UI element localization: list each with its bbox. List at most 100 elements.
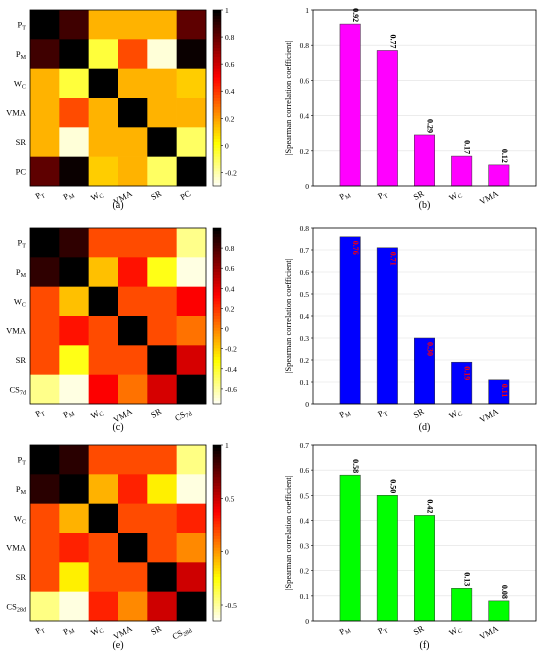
heatmap-cell — [88, 533, 119, 563]
heatmap-cell — [176, 316, 207, 346]
colorbar-tick-label: 1 — [225, 6, 229, 15]
panel-label: (c) — [112, 422, 123, 433]
colorbar-segment — [213, 386, 221, 390]
colorbar-segment — [213, 597, 221, 601]
colorbar-segment — [213, 568, 221, 572]
colorbar-segment — [213, 512, 221, 516]
x-tick-label: PM — [337, 188, 352, 204]
colorbar-segment — [213, 535, 221, 540]
colorbar-segment — [213, 39, 221, 43]
heatmap-cell — [59, 474, 89, 504]
chart-4: PT PM WC VMA SR CS28d PT PM WC VMA SR CS28d 1 0.5 0 -0.… — [6, 441, 237, 651]
colorbar-segment — [213, 371, 221, 376]
heatmap-cell — [59, 39, 89, 69]
heatmap-cell — [176, 156, 207, 187]
colorbar-segment — [213, 398, 221, 402]
colorbar-segment — [213, 374, 221, 378]
y-tick-label: 0.3 — [300, 334, 310, 343]
colorbar-segment — [213, 383, 221, 387]
colorbar-tick-label: 0 — [225, 325, 229, 334]
row-label: WC — [14, 513, 26, 525]
data-label: 0.17 — [463, 140, 472, 154]
heatmap-cell — [59, 68, 89, 99]
heatmap-cell — [176, 445, 207, 475]
heatmap-cell — [147, 68, 177, 99]
colorbar-segment — [213, 112, 221, 116]
heatmap-cell — [118, 562, 148, 592]
data-label: 0.08 — [500, 585, 509, 599]
data-label: 0.13 — [463, 572, 472, 586]
heatmap-cell — [118, 345, 148, 375]
heatmap-cell — [147, 503, 177, 534]
x-tick-label: SR — [411, 188, 425, 202]
colorbar-segment — [213, 15, 221, 20]
colorbar-segment — [213, 462, 221, 466]
heatmap-cell — [147, 374, 177, 405]
heatmap-cell — [118, 39, 148, 69]
colorbar-segment — [213, 606, 221, 610]
colorbar-segment — [213, 54, 221, 58]
chart-1: 0 0.2 0.4 0.6 0.8 1 0.92 PM 0.77 PT 0.29 SR 0.17 WC 0.… — [283, 6, 537, 211]
colorbar-segment — [213, 115, 221, 119]
y-tick-label: 0 — [305, 400, 309, 409]
column-label: WC — [89, 623, 105, 639]
colorbar-segment — [213, 269, 221, 273]
y-tick-label: 0.6 — [300, 268, 310, 277]
colorbar-segment — [213, 180, 221, 184]
heatmap-cell — [30, 345, 60, 375]
colorbar-segment — [213, 550, 221, 554]
colorbar-segment — [213, 127, 221, 131]
panel-label: (a) — [112, 200, 123, 211]
colorbar-segment — [213, 45, 221, 49]
bar — [339, 23, 361, 187]
x-tick-label: PM — [337, 406, 352, 422]
y-tick-label: 0 — [305, 182, 309, 191]
column-label: PT — [33, 623, 47, 638]
heatmap-cell — [88, 10, 119, 40]
colorbar-segment — [213, 230, 221, 235]
heatmap-cell — [59, 445, 89, 475]
colorbar-tick-label: 0.2 — [225, 114, 235, 123]
colorbar-segment — [213, 468, 221, 472]
heatmap-cell — [118, 591, 148, 622]
heatmap-cell — [118, 68, 148, 99]
x-tick-label: SR — [411, 406, 425, 420]
heatmap-cell — [147, 228, 177, 258]
colorbar-segment — [213, 274, 221, 279]
data-label: 0.77 — [388, 34, 397, 48]
heatmap-cell — [147, 257, 177, 287]
colorbar-segment — [213, 368, 221, 373]
row-label: CS28d — [6, 601, 26, 613]
colorbar-segment — [213, 109, 221, 114]
heatmap-cell — [30, 68, 60, 99]
heatmap-cell — [176, 10, 207, 40]
colorbar-segment — [213, 27, 221, 31]
heatmap-cell — [176, 98, 207, 128]
colorbar-segment — [213, 62, 221, 67]
bar — [376, 495, 398, 622]
heatmap-cell — [88, 68, 119, 99]
heatmap-cell — [176, 39, 207, 69]
colorbar-segment — [213, 30, 221, 34]
row-label: VMA — [6, 543, 27, 553]
colorbar-segment — [213, 153, 221, 158]
colorbar-tick-label: 0.2 — [225, 304, 235, 313]
column-label: VMA — [111, 623, 134, 642]
y-tick-label: 0.2 — [300, 567, 310, 576]
colorbar-segment — [213, 83, 221, 87]
y-axis-label: |Spearman correlation coefficient| — [283, 40, 293, 155]
colorbar-tick-label: -0.6 — [225, 385, 237, 394]
colorbar-segment — [213, 574, 221, 578]
heatmap-cell — [30, 286, 60, 317]
column-label: PT — [33, 188, 47, 203]
colorbar-segment — [213, 289, 221, 293]
heatmap-cell — [88, 39, 119, 69]
column-label: CS28d — [170, 623, 193, 643]
colorbar-segment — [213, 310, 221, 314]
heatmap-cell — [118, 474, 148, 504]
colorbar-tick-label: 0.8 — [225, 33, 235, 42]
bar — [451, 155, 473, 187]
colorbar-segment — [213, 533, 221, 537]
x-tick-label: WC — [447, 188, 463, 204]
